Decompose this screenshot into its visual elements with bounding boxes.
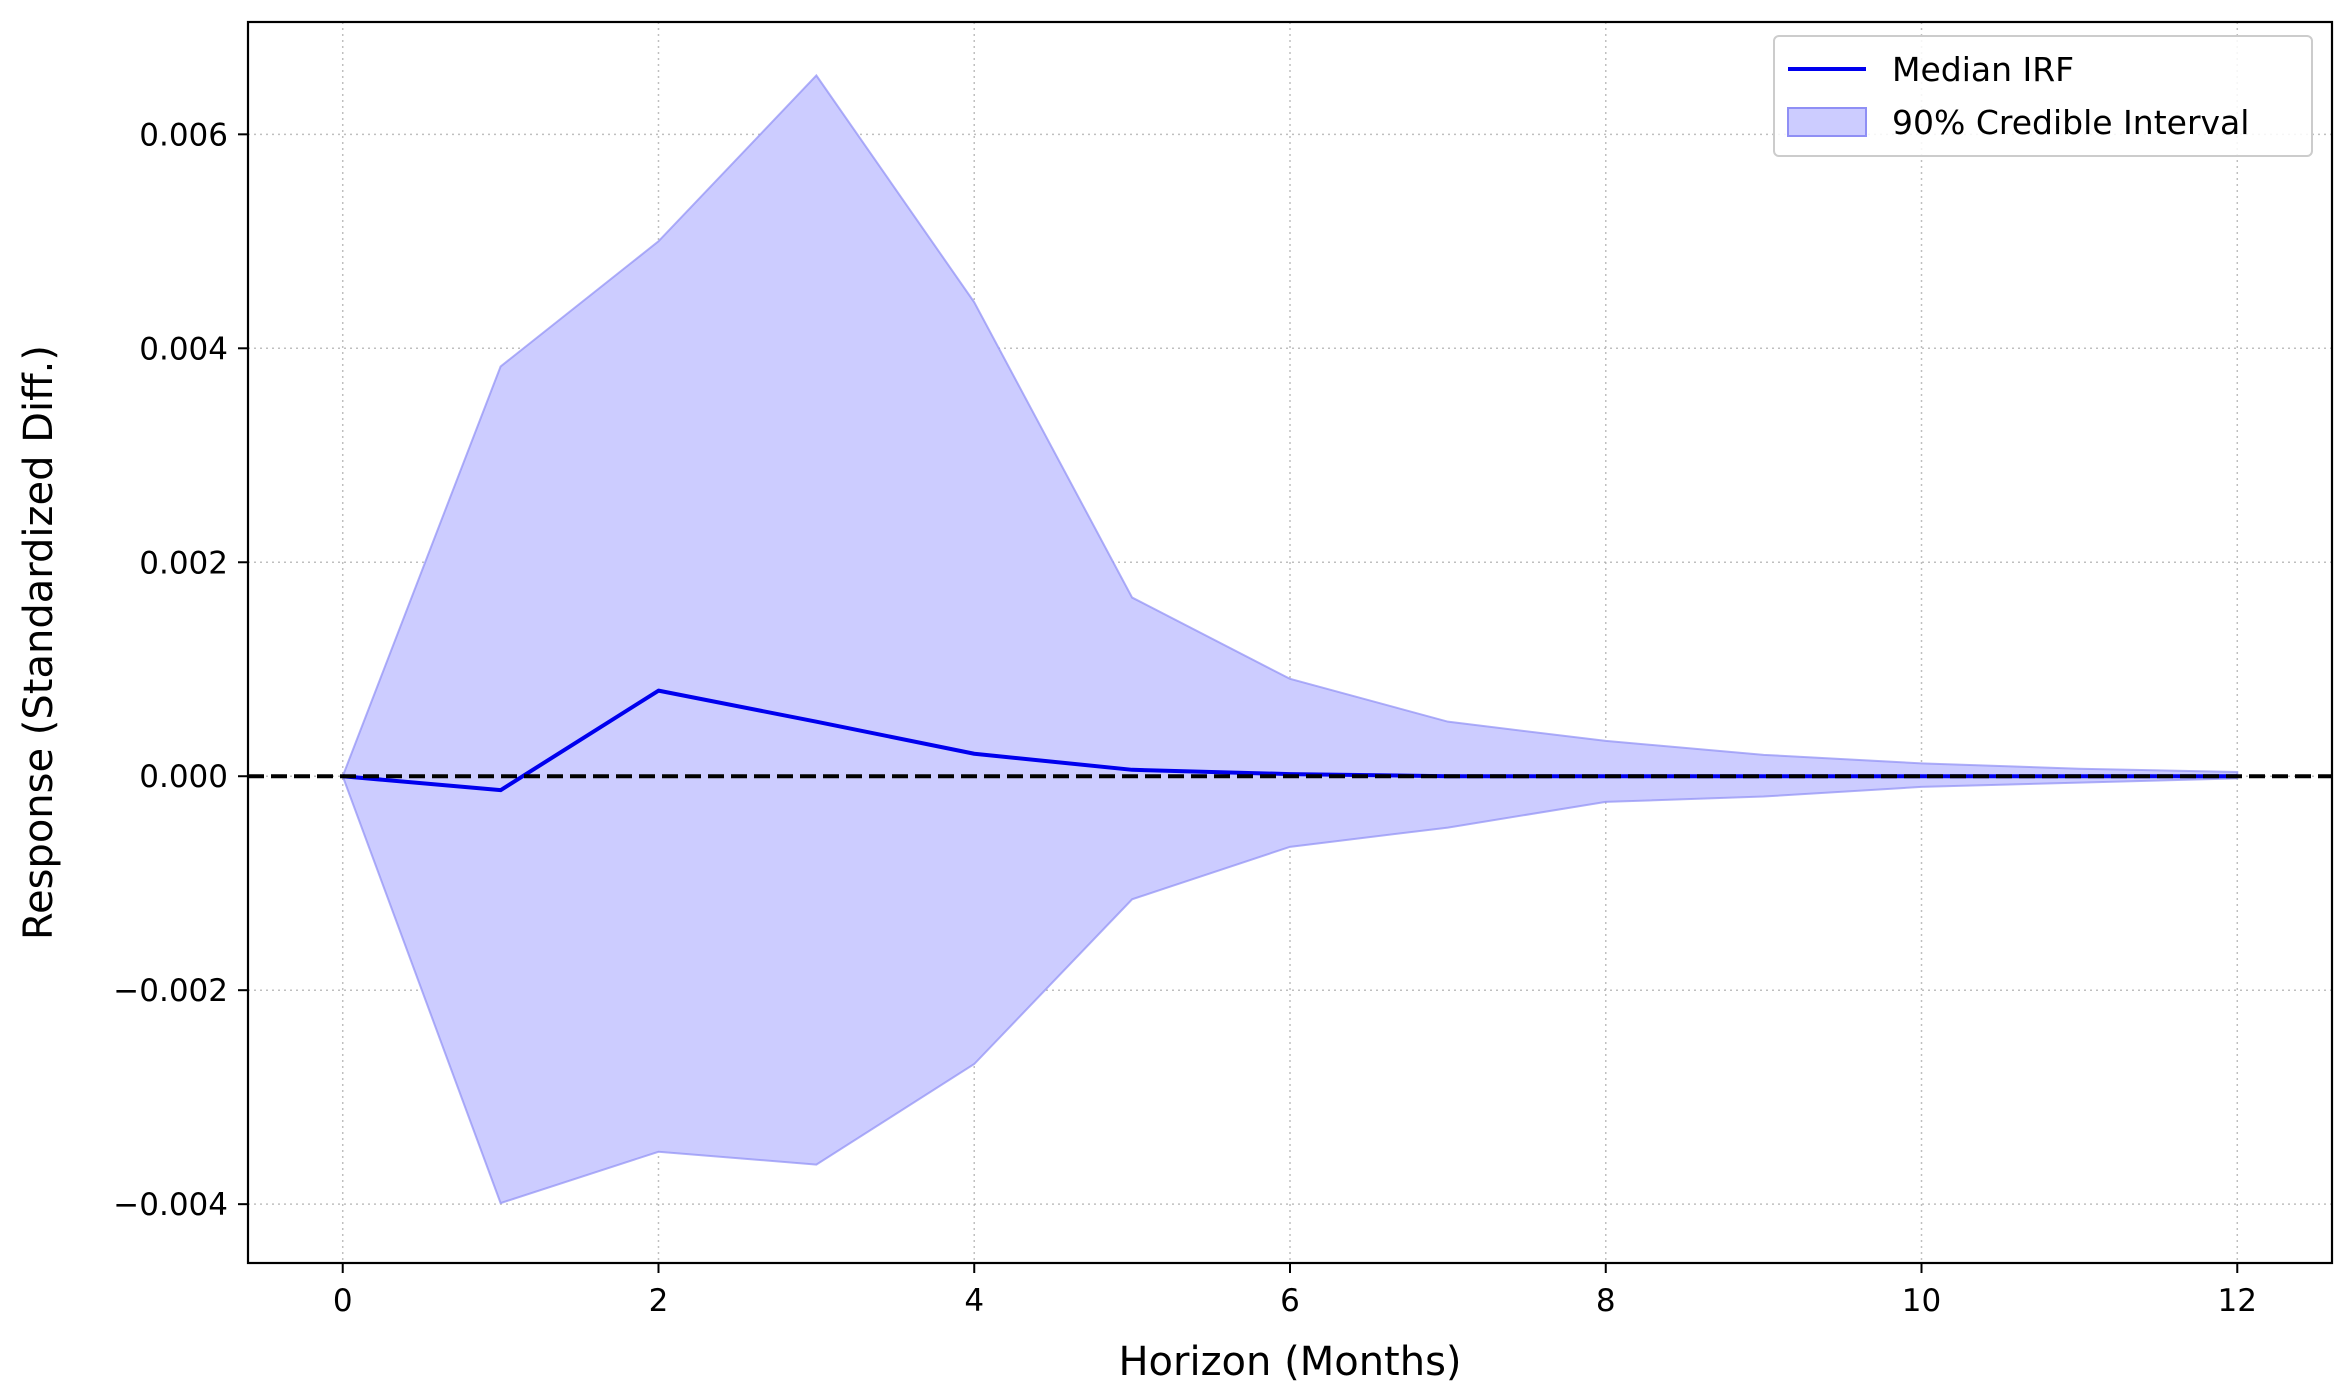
y-tick-label: 0.000 [139,759,228,795]
y-tick-label: −0.002 [113,973,228,1009]
y-axis-title: Response (Standardized Diff.) [16,345,62,940]
median-irf-line [342,688,2238,793]
median-irf-line-group [342,688,2238,793]
y-tick-label: 0.002 [139,545,228,581]
x-axis-title: Horizon (Months) [1118,1339,1461,1385]
y-tick-label: −0.004 [113,1187,228,1223]
y-tick-label: 0.006 [139,117,228,153]
y-tick-label: 0.004 [139,331,228,367]
x-tick-label: 2 [649,1283,669,1319]
x-tick-label: 6 [1280,1283,1300,1319]
x-tick-label: 4 [964,1283,984,1319]
legend-box [1773,35,2313,157]
x-tick-label: 10 [1902,1283,1941,1319]
x-axis-ticks: 0 2 4 6 8 10 12 [333,1263,2257,1319]
legend: Median IRF 90% Credible Interval [1773,35,2313,157]
y-axis-ticks: −0.004 −0.002 0.000 0.002 0.004 0.006 [113,117,248,1223]
x-tick-label: 8 [1596,1283,1616,1319]
legend-credible-interval-label: 90% Credible Interval [1892,103,2249,142]
x-tick-label: 12 [2218,1283,2257,1319]
legend-median-irf-label: Median IRF [1892,50,2074,89]
legend-credible-interval-swatch [1787,107,1867,137]
x-tick-label: 0 [333,1283,353,1319]
